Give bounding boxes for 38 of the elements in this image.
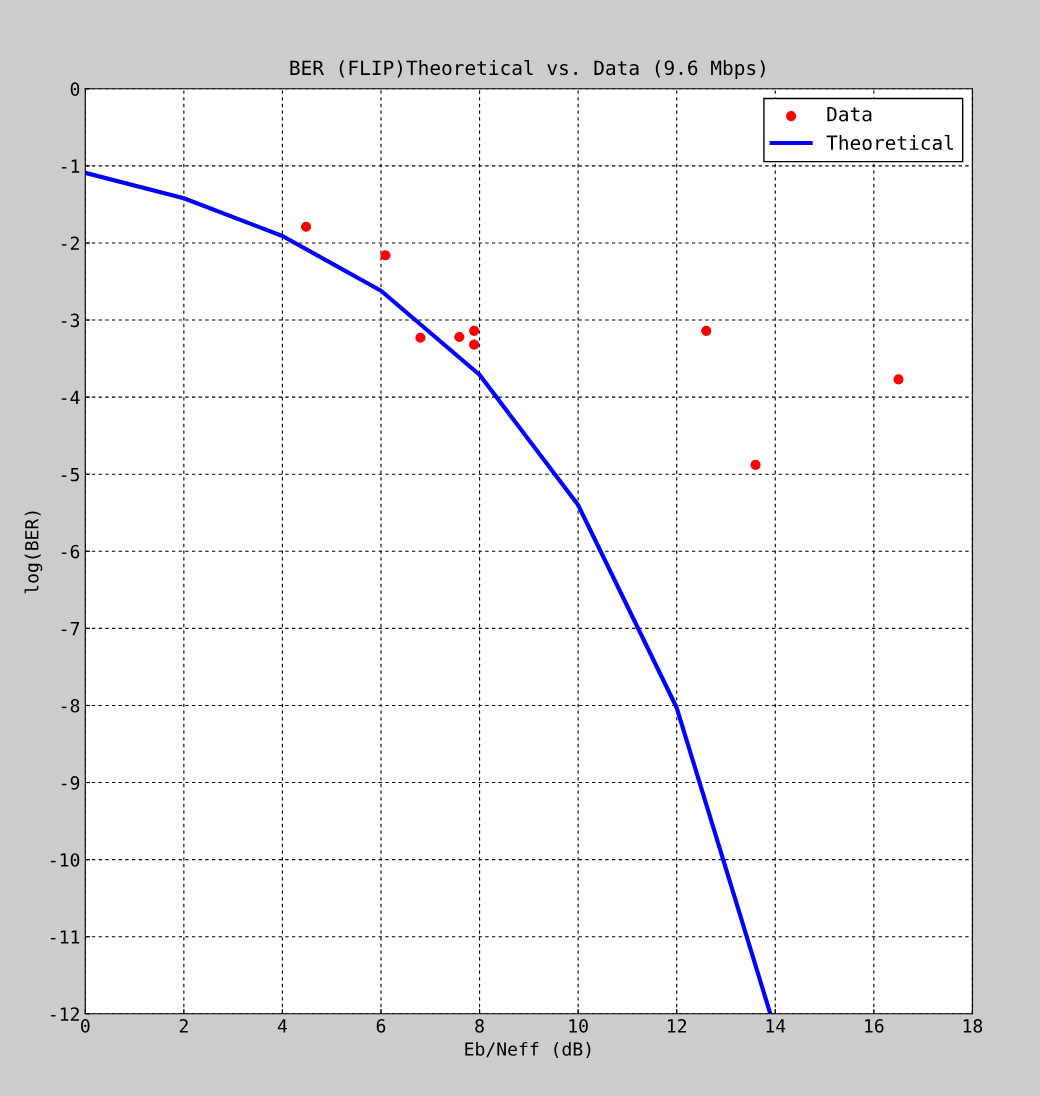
- x-tick-label: 6: [376, 1019, 386, 1033]
- x-tick-label: 8: [475, 1019, 484, 1033]
- y-tick-label: -7: [61, 622, 80, 636]
- point: [893, 374, 904, 385]
- y-tick-label: -9: [61, 776, 80, 790]
- y-tick-label: -10: [50, 853, 80, 867]
- line-series: [85, 170, 773, 1014]
- point: [469, 325, 480, 336]
- y-tick-label: -8: [61, 698, 80, 713]
- x-tick-label: 16: [865, 1019, 884, 1033]
- x-tick-label: 2: [179, 1019, 188, 1033]
- y-tick-label: -6: [61, 544, 80, 559]
- point: [380, 250, 391, 261]
- y-axis-title: log(BER): [24, 511, 43, 594]
- point: [701, 325, 712, 336]
- y-tick-label: -4: [61, 390, 80, 405]
- point: [454, 331, 465, 343]
- point: [750, 459, 761, 471]
- point: [469, 339, 480, 350]
- y-tick-label: -5: [61, 467, 79, 482]
- legend-label: Theoretical: [826, 134, 954, 151]
- x-tick-label: 0: [81, 1019, 90, 1033]
- x-tick-label: 18: [963, 1019, 983, 1033]
- legend-label: Data: [827, 106, 872, 122]
- chart-title: BER (FLIP)Theoretical vs. Data (9.6 Mbps): [290, 60, 765, 79]
- x-tick-label: 10: [569, 1019, 588, 1033]
- point: [300, 221, 312, 232]
- x-axis-title: Eb/Neff (dB): [465, 1041, 591, 1058]
- y-tick-label: -2: [61, 236, 79, 250]
- y-tick-label: -3: [61, 313, 80, 328]
- x-tick-label: 12: [667, 1019, 687, 1033]
- y-tick-label: -11: [50, 930, 80, 944]
- x-tick-label: 14: [766, 1019, 786, 1033]
- y-tick-label: -1: [61, 159, 80, 173]
- y-tick-label: 0: [70, 82, 80, 96]
- point: [415, 332, 426, 343]
- x-tick-label: 4: [277, 1019, 287, 1033]
- y-tick-label: -12: [50, 1007, 79, 1021]
